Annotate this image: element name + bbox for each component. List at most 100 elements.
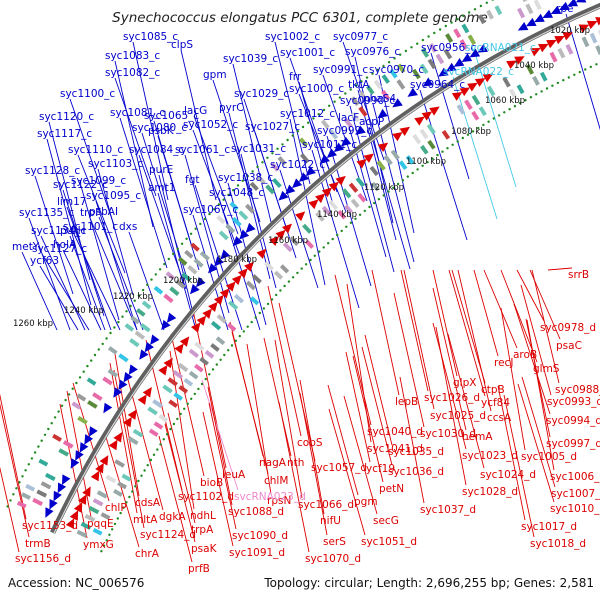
reverse-gene-label[interactable]: syc1091_d [229,547,285,559]
forward-gene-label[interactable]: syc1031_c [231,143,286,155]
reverse-gene-label[interactable]: syc0988_d [555,384,600,396]
forward-gene-label[interactable]: syc1065_c [144,110,199,122]
reverse-gene-label[interactable]: syc0993_d [547,396,600,408]
forward-gene-label[interactable]: acpP [359,116,384,128]
forward-gene-label[interactable]: syc0976_c [345,46,400,58]
forward-gene-label[interactable]: syc1052_c [183,119,238,131]
reverse-gene-label[interactable]: hemA [462,431,493,443]
reverse-gene-label[interactable]: syc1156_d [15,553,71,565]
forward-gene-label[interactable]: syc1080_c [132,122,187,134]
forward-gene-label[interactable]: syc1117_c [37,128,92,140]
reverse-gene-label[interactable]: syc0994_d [546,415,600,427]
forward-gene-label[interactable]: syc1120_c [39,111,94,123]
reverse-gene-label[interactable]: bioB [200,477,223,489]
reverse-gene-label[interactable]: nifU [320,515,341,527]
forward-gene-label[interactable]: syc1011_c [302,139,357,151]
reverse-gene-label[interactable]: chlM [264,475,288,487]
forward-gene-label[interactable]: syc1100_c [60,88,115,100]
reverse-gene-label[interactable]: cobS [297,437,323,449]
reverse-gene-label[interactable]: syc1026_d [424,392,480,404]
forward-gene-label[interactable]: syc0970_c [369,64,424,76]
forward-gene-label[interactable]: syc1122_c [53,179,108,191]
reverse-gene-label[interactable]: cdsA [135,497,161,509]
reverse-gene-label[interactable]: lepB [395,396,418,408]
forward-gene-label[interactable]: syc1067_c [183,204,238,216]
forward-gene-label[interactable]: syc1081_c [110,107,165,119]
forward-gene-label[interactable]: metY [12,241,40,253]
reverse-gene-label[interactable]: syc1010_d [550,503,600,515]
reverse-gene-label[interactable]: syc1070_d [305,553,361,565]
reverse-gene-label[interactable]: ycf84 [481,397,510,409]
forward-gene-label[interactable]: frr [289,71,302,83]
reverse-gene-label[interactable]: srrB [568,269,589,281]
forward-gene-label[interactable]: gpm [203,69,227,81]
forward-gene-label[interactable]: syc1027_c [245,121,300,133]
reverse-gene-label[interactable]: trmB [25,538,51,550]
forward-gene-label[interactable]: syc1084_c [129,144,184,156]
forward-gene-label[interactable]: syc1095_c [86,190,141,202]
reverse-gene-label[interactable]: pgm [354,496,378,508]
forward-gene-label[interactable]: lacG [184,105,207,117]
reverse-gene-label[interactable]: mltA [133,514,158,526]
reverse-gene-label[interactable]: syc1088_d [228,506,284,518]
forward-gene-label[interactable]: syc1038_c [218,172,273,184]
forward-gene-label[interactable]: syc1099_c [71,175,126,187]
reverse-gene-label[interactable]: syc0978_d [540,322,596,334]
reverse-gene-label[interactable]: syc1102_d [178,491,234,503]
forward-gene-label[interactable]: syc1012_c [280,108,335,120]
forward-gene-label[interactable]: svcRNA021_c [465,42,536,54]
reverse-gene-label[interactable]: leuA [222,469,246,481]
forward-gene-label[interactable]: syc1110_c [68,144,123,156]
reverse-gene-label[interactable]: syc1018_d [530,538,586,550]
reverse-gene-label[interactable]: dgkA [159,511,186,523]
forward-gene-label[interactable]: syc1101_c [63,221,118,233]
forward-gene-label[interactable]: pyrC [219,102,244,114]
forward-gene-label[interactable]: tktA [348,79,370,91]
reverse-gene-label[interactable]: ndhL [190,510,216,522]
reverse-gene-label[interactable]: syc1057_d [311,462,367,474]
forward-gene-label[interactable]: syc1022_c [270,159,325,171]
forward-gene-label[interactable]: syc1002_c [265,31,320,43]
forward-gene-label[interactable]: fgt [185,174,199,186]
forward-gene-label[interactable]: syc0990_c [340,95,395,107]
reverse-gene-label[interactable]: syc1036_d [388,466,444,478]
reverse-gene-label[interactable]: ctpB [481,384,505,396]
reverse-gene-label[interactable]: aroB [513,349,537,361]
reverse-gene-label[interactable]: syc1030_d [420,428,476,440]
reverse-gene-label[interactable]: ycf19 [366,463,395,475]
forward-gene-label[interactable]: dxs [119,221,137,233]
reverse-gene-label[interactable]: syc1024_d [480,469,536,481]
forward-gene-label[interactable]: syc1039_c [223,53,278,65]
forward-gene-label[interactable]: syc1029_c [234,88,289,100]
reverse-gene-label[interactable]: syc1037_d [420,504,476,516]
reverse-gene-label[interactable]: serS [323,536,346,548]
forward-gene-label[interactable]: amt1 [148,182,175,194]
forward-gene-label[interactable]: syc1127_c [32,243,87,255]
reverse-gene-label[interactable]: nth [287,457,304,469]
reverse-gene-label[interactable]: prfB [188,563,210,575]
forward-gene-label[interactable]: purH [60,225,86,237]
reverse-gene-label[interactable]: syc1023_d [462,450,518,462]
reverse-gene-label[interactable]: syc1017_d [521,521,577,533]
reverse-gene-label[interactable]: rpsN [267,495,291,507]
reverse-gene-label[interactable]: syc1124_d [140,529,196,541]
reverse-gene-label[interactable]: petN [379,483,404,495]
reverse-gene-label[interactable]: syc1025_d [430,410,486,422]
reverse-gene-label[interactable]: trpA [191,524,214,536]
reverse-gene-label[interactable]: pqqE [87,518,114,530]
reverse-gene-label[interactable]: ccsA [487,412,512,424]
reverse-gene-label[interactable]: syc1006_d [550,471,600,483]
forward-gene-label[interactable]: syc1135_c [19,207,74,219]
forward-gene-label[interactable]: purE [149,164,173,176]
forward-gene-label[interactable]: psbAI [89,206,118,218]
reverse-gene-label[interactable]: syc1153_d [22,520,78,532]
reverse-gene-label[interactable]: svcRNA023_d [234,491,306,503]
forward-gene-label[interactable]: rpe [556,3,573,15]
reverse-gene-label[interactable]: syc1005_d [521,451,577,463]
reverse-gene-label[interactable]: glpX [453,377,476,389]
reverse-gene-label[interactable]: secG [373,515,399,527]
forward-gene-label[interactable]: ycf63 [30,255,59,267]
forward-gene-label[interactable]: svcRNA022_c [443,66,514,78]
forward-gene-label[interactable]: clpS [171,39,193,51]
reverse-gene-label[interactable]: ymxG [83,539,114,551]
